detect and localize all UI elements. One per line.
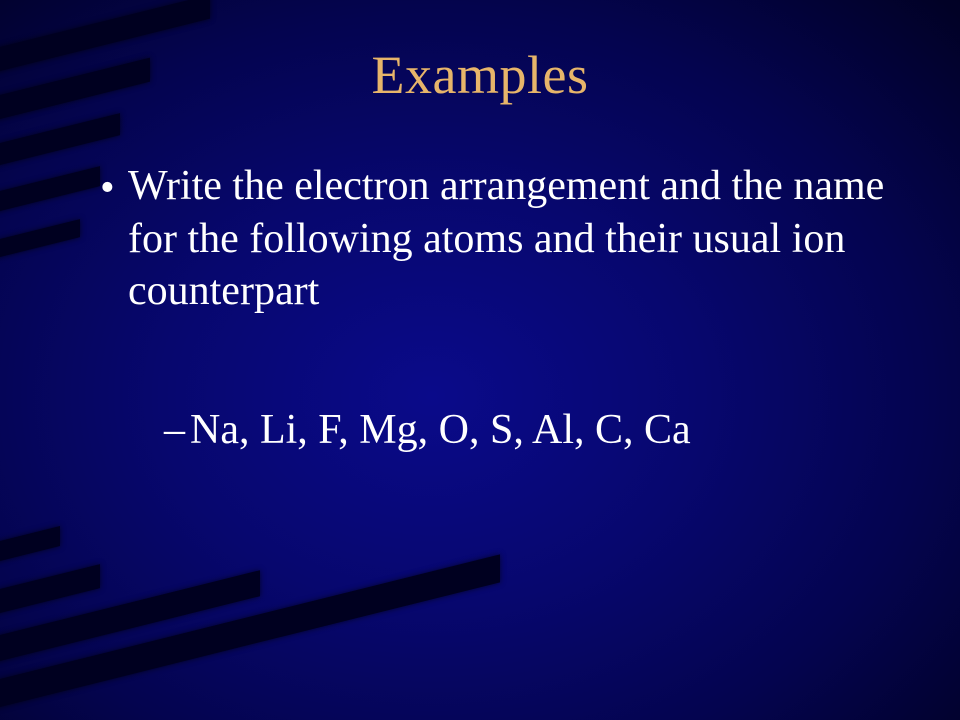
slide: Examples • Write the electron arrangemen… — [0, 0, 960, 720]
stripe — [0, 526, 60, 566]
stripe — [0, 166, 100, 216]
bullet-item: • Write the electron arrangement and the… — [100, 160, 900, 318]
stripe — [0, 564, 100, 618]
sub-bullet-marker: – — [164, 404, 190, 457]
stripe — [0, 554, 500, 712]
stripe — [0, 219, 80, 262]
sub-bullet-item: – Na, Li, F, Mg, O, S, Al, C, Ca — [164, 404, 900, 457]
bullet-marker: • — [100, 160, 128, 215]
bullet-text: Write the electron arrangement and the n… — [128, 160, 900, 318]
slide-title: Examples — [0, 44, 960, 106]
slide-body: • Write the electron arrangement and the… — [100, 160, 900, 456]
sub-bullet-text: Na, Li, F, Mg, O, S, Al, C, Ca — [190, 404, 691, 457]
stripe — [0, 570, 260, 666]
